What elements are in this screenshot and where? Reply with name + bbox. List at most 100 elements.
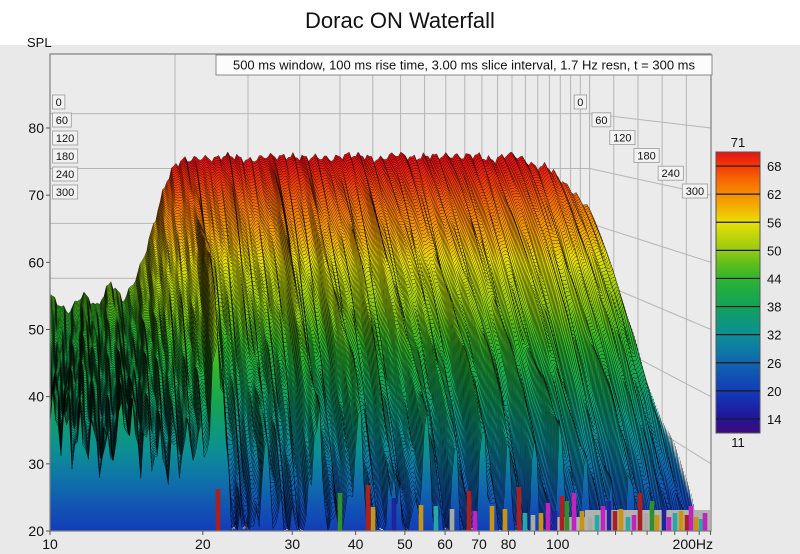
colorbar-tick-label: 62 xyxy=(767,187,781,202)
waterfall-slice-line xyxy=(50,231,647,382)
waterfall-slice-line xyxy=(50,193,619,347)
waterfall-slice-line xyxy=(50,228,645,377)
floor-stripe xyxy=(545,503,551,531)
colorbar-max-label: 71 xyxy=(731,135,745,150)
floor-stripe xyxy=(370,507,376,531)
floor-stripe xyxy=(472,511,478,531)
floor-stripe xyxy=(688,506,694,531)
waterfall-slice-line xyxy=(50,189,617,345)
time-label-right: 240 xyxy=(662,168,680,180)
waterfall-slice-line xyxy=(50,232,648,385)
floor-stripe xyxy=(418,505,424,531)
floor-stripe xyxy=(666,517,672,531)
y-axis-tick-label: 30 xyxy=(28,456,44,472)
waterfall-slice-line xyxy=(50,268,687,515)
time-label-left: 180 xyxy=(56,151,74,163)
floor-stripe xyxy=(502,509,508,531)
floor-stripe xyxy=(365,485,371,531)
waterfall-slice-line xyxy=(50,258,681,492)
floor-stripe xyxy=(684,515,690,531)
time-label-box-left xyxy=(52,112,72,128)
waterfall-slice-line xyxy=(50,175,608,335)
waterfall-slice-line xyxy=(50,177,610,337)
y-axis-tick-label: 70 xyxy=(28,187,44,203)
y-axis-tick-label: 20 xyxy=(28,523,44,539)
waterfall-slice-line xyxy=(50,217,631,359)
time-label-left: 300 xyxy=(56,187,74,199)
waterfall-slice-line xyxy=(50,185,614,343)
time-label-left: 240 xyxy=(56,169,74,181)
floor-stripe xyxy=(625,517,631,531)
floor-stripe xyxy=(594,515,600,531)
x-axis-tick-label: 40 xyxy=(348,536,364,552)
waterfall-slice-line xyxy=(50,207,627,355)
floor-stripe xyxy=(672,513,678,531)
waterfall-slice-line xyxy=(50,220,635,366)
y-axis-tick-label: 80 xyxy=(28,120,44,136)
y-axis-tick-label: 50 xyxy=(28,321,44,337)
chart-title: Dorac ON Waterfall xyxy=(305,8,495,33)
waterfall-slice-line xyxy=(50,181,612,340)
floor-stripe xyxy=(600,506,606,531)
waterfall-slice-line xyxy=(50,205,625,354)
colorbar-tick-label: 68 xyxy=(767,159,781,174)
time-axis-labels: 0 0 60 60 120 120 180 180 240 240 300 300 xyxy=(52,94,708,200)
time-label-box-right xyxy=(633,147,660,163)
time-label-left: 0 xyxy=(56,97,62,109)
waterfall-slice-line xyxy=(50,153,593,317)
x-axis-tick-label: 60 xyxy=(437,536,453,552)
grid-line-spl-rightwall xyxy=(589,222,712,263)
waterfall-slice-line xyxy=(50,221,636,368)
colorbar-tick-label: 56 xyxy=(767,215,781,230)
floor-stripe xyxy=(538,513,544,531)
colorbar-tick-label: 14 xyxy=(767,412,781,427)
waterfall-slice-line xyxy=(50,195,621,349)
floor-stripe xyxy=(654,515,660,531)
waterfall-slice-line xyxy=(50,203,624,353)
spl-axis-label: SPL xyxy=(27,35,52,50)
x-axis-tick-label: 30 xyxy=(284,536,300,552)
waterfall-slice-line xyxy=(50,223,640,372)
waterfall-slice-line xyxy=(50,264,685,506)
waterfall-slice-line xyxy=(50,214,629,358)
floor-stripe xyxy=(606,501,612,531)
time-label-left: 120 xyxy=(56,133,74,145)
floor-stripe xyxy=(579,511,585,531)
waterfall-slice-line xyxy=(50,222,639,371)
floor-stripe xyxy=(489,506,495,531)
waterfall-slice-line xyxy=(50,200,623,351)
floor-stripe xyxy=(564,501,570,531)
plot-border xyxy=(49,53,712,532)
time-label-box-right xyxy=(609,130,636,146)
x-axis-tick-label: 20 xyxy=(195,536,211,552)
floor-stripe xyxy=(433,506,439,531)
colorbar-tick-label: 38 xyxy=(767,300,781,315)
waterfall-slice-line xyxy=(50,171,605,330)
colorbar-tick-label: 44 xyxy=(767,271,781,286)
waterfall-slice-line xyxy=(50,163,599,323)
colorbar-tick-label: 20 xyxy=(767,384,781,399)
floor-stripe xyxy=(571,493,577,531)
floor-stripe xyxy=(661,507,667,531)
floor-stripe xyxy=(391,498,397,531)
time-label-right: 300 xyxy=(686,186,704,198)
colorbar-tick-label: 50 xyxy=(767,243,781,258)
waterfall-slice-line xyxy=(50,198,622,350)
floor-stripe xyxy=(631,515,637,531)
floor-stripe xyxy=(693,517,699,531)
waterfall-slice-line xyxy=(50,221,637,369)
waterfall-slice-line xyxy=(50,230,646,379)
floor-stripe xyxy=(552,511,558,531)
waterfall-slice-line xyxy=(50,191,618,346)
floor-stripe xyxy=(637,493,643,531)
waterfall-slice-line xyxy=(50,164,600,324)
time-label-box-left xyxy=(52,166,79,182)
waterfall-slice-line xyxy=(50,227,644,376)
waterfall-slice-line xyxy=(50,225,642,375)
waterfall-slice-line xyxy=(50,224,641,374)
waterfall-slice-line xyxy=(50,155,594,318)
waterfall-slice-line xyxy=(50,151,592,316)
floor-markers xyxy=(215,485,710,531)
